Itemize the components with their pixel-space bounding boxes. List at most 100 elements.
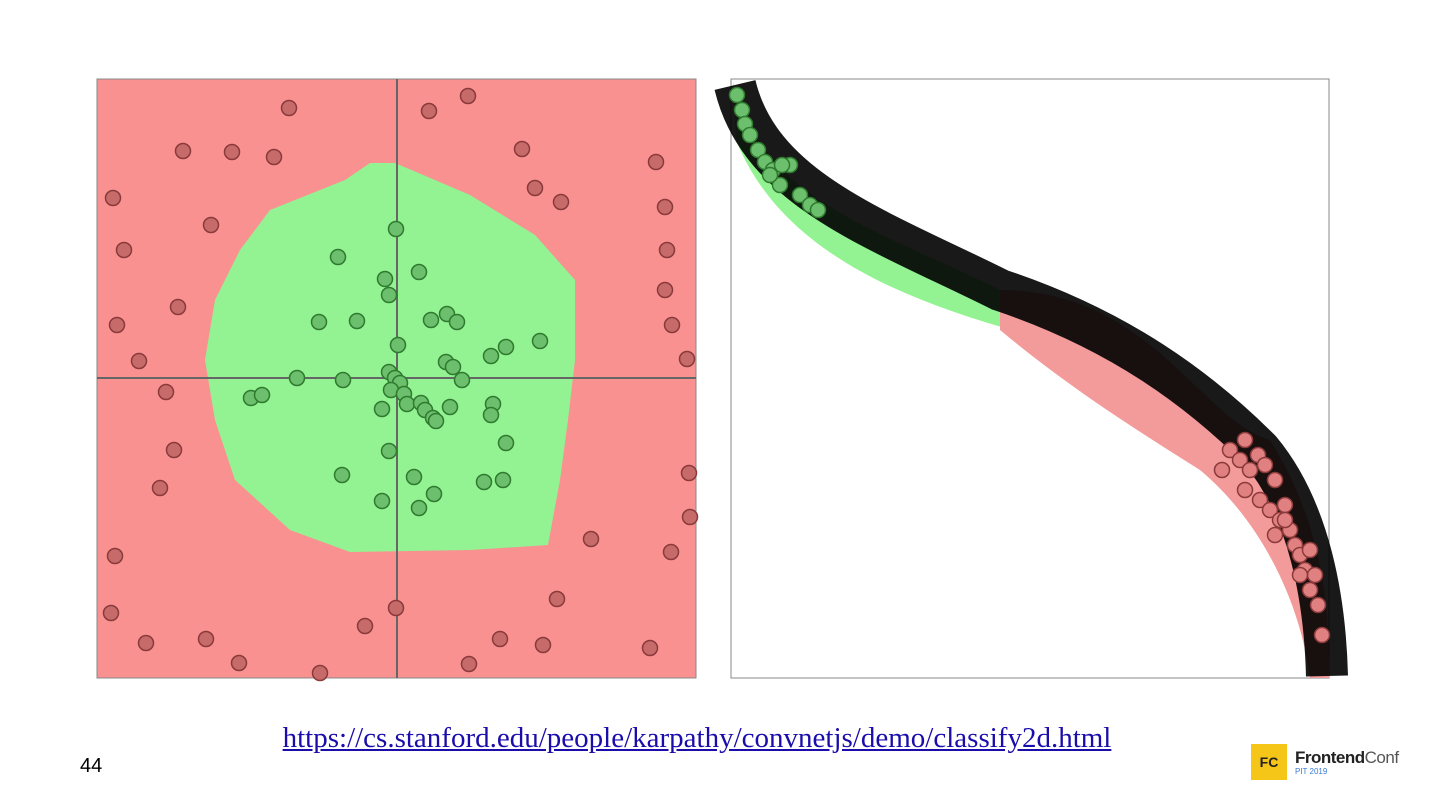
illustrations [96, 78, 1348, 682]
point [1236, 431, 1254, 449]
point [389, 336, 407, 354]
demo-link[interactable]: https://cs.stanford.edu/people/karpathy/… [282, 722, 1112, 754]
point [310, 313, 328, 331]
point [169, 298, 187, 316]
point [130, 352, 148, 370]
point [791, 186, 809, 204]
point [1306, 566, 1324, 584]
point [444, 358, 462, 376]
point [288, 369, 306, 387]
point [681, 508, 699, 526]
point [165, 441, 183, 459]
panel [730, 78, 1330, 679]
point [513, 140, 531, 158]
point [534, 636, 552, 654]
point [1221, 441, 1239, 459]
point [656, 281, 674, 299]
point [482, 406, 500, 424]
point [526, 179, 544, 197]
point [663, 316, 681, 334]
point [311, 664, 329, 682]
green-region [205, 163, 575, 552]
point [680, 464, 698, 482]
point [108, 316, 126, 334]
point [115, 241, 133, 259]
logo-badge: FC [1251, 744, 1287, 780]
point [223, 143, 241, 161]
point [647, 153, 665, 171]
link-wrap: https://cs.stanford.edu/people/karpathy/… [0, 722, 1394, 755]
point [453, 371, 471, 389]
point [1261, 501, 1279, 519]
classifier-transformed [714, 78, 1348, 679]
point [230, 654, 248, 672]
point [733, 101, 751, 119]
point [387, 220, 405, 238]
point [497, 338, 515, 356]
point [373, 492, 391, 510]
point [1231, 451, 1249, 469]
point [1301, 541, 1319, 559]
point [329, 248, 347, 266]
point [771, 176, 789, 194]
point [398, 395, 416, 413]
point [427, 412, 445, 430]
point [1256, 456, 1274, 474]
point [459, 87, 477, 105]
point [380, 286, 398, 304]
point [174, 142, 192, 160]
point [494, 471, 512, 489]
point [157, 383, 175, 401]
point [106, 547, 124, 565]
point [1291, 566, 1309, 584]
point [1251, 491, 1269, 509]
point [749, 141, 767, 159]
point [1301, 581, 1319, 599]
point [348, 312, 366, 330]
point [491, 630, 509, 648]
point [728, 86, 746, 104]
point [656, 198, 674, 216]
point [497, 434, 515, 452]
point [662, 543, 680, 561]
point [460, 655, 478, 673]
point [376, 270, 394, 288]
point [387, 599, 405, 617]
point [1276, 496, 1294, 514]
point [380, 442, 398, 460]
point [137, 634, 155, 652]
point [1276, 511, 1294, 529]
classifier-circle [96, 78, 699, 682]
point [552, 193, 570, 211]
point [280, 99, 298, 117]
point [475, 473, 493, 491]
point [253, 386, 271, 404]
point [1266, 471, 1284, 489]
logo-name-light: Conf [1364, 747, 1399, 767]
point [741, 126, 759, 144]
point [420, 102, 438, 120]
page-number: 44 [80, 755, 103, 777]
point [641, 639, 659, 657]
point [422, 311, 440, 329]
point [482, 347, 500, 365]
logo-text: FrontendConf PIT 2019 [1295, 749, 1399, 776]
point [441, 398, 459, 416]
logo-name-bold: Frontend [1295, 747, 1365, 767]
logo: FC FrontendConf PIT 2019 [1251, 744, 1399, 780]
point [102, 604, 120, 622]
point [197, 630, 215, 648]
point [334, 371, 352, 389]
point [410, 263, 428, 281]
point [356, 617, 374, 635]
point [1241, 461, 1259, 479]
point [678, 350, 696, 368]
point [531, 332, 549, 350]
point [761, 166, 779, 184]
point [333, 466, 351, 484]
point [1309, 596, 1327, 614]
point [202, 216, 220, 234]
point [773, 156, 791, 174]
point [809, 201, 827, 219]
